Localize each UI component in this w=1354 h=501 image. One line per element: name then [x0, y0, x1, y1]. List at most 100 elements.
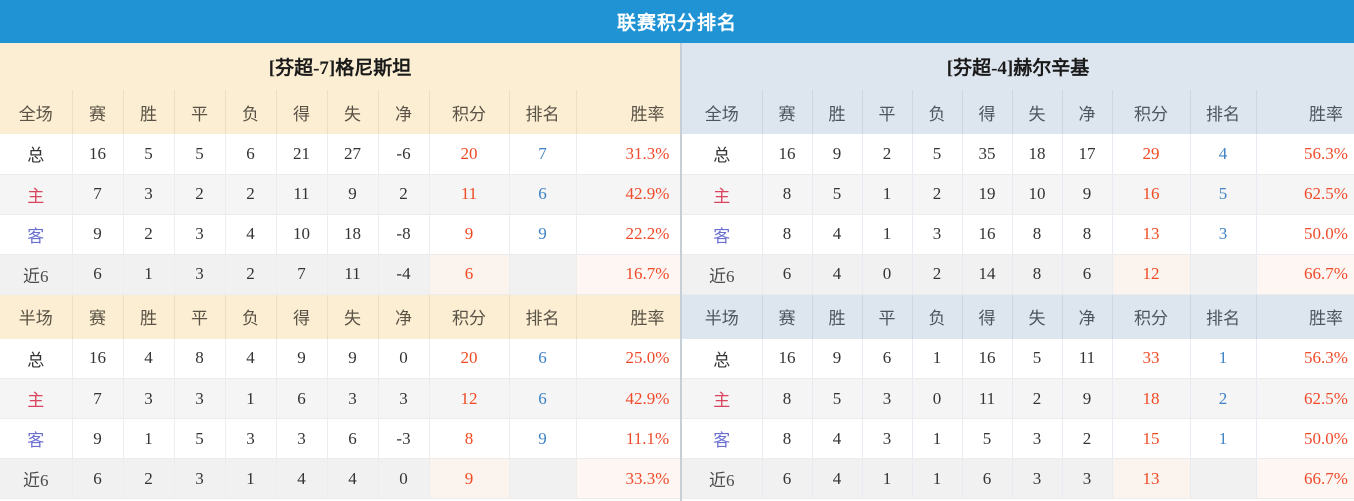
cell-played: 6 [762, 458, 813, 499]
col-played: 赛 [762, 90, 813, 134]
col-goals-for: 得 [276, 90, 328, 134]
row-scope-label: 主 [682, 378, 763, 419]
table-row: 近6 6 1 3 2 7 11 -4 6 16.7% [0, 254, 720, 295]
cell-drawn: 0 [862, 254, 913, 295]
cell-drawn: 6 [862, 338, 913, 379]
cell-won: 4 [123, 338, 175, 379]
col-goals-against: 失 [327, 294, 379, 339]
table-row: 近6 6 2 3 1 4 4 0 9 33.3% [0, 458, 720, 499]
col-goal-diff: 净 [1062, 294, 1113, 339]
cell-goal-diff: 3 [1062, 458, 1113, 499]
cell-lost: 1 [225, 458, 277, 499]
cell-goals-for: 16 [962, 214, 1013, 255]
cell-goal-diff: 3 [378, 378, 430, 419]
col-lost: 负 [912, 90, 963, 134]
cell-goal-diff: 8 [1062, 214, 1113, 255]
col-played: 赛 [72, 294, 124, 339]
cell-goal-diff: 2 [1062, 418, 1113, 459]
col-won: 胜 [123, 90, 175, 134]
cell-points: 9 [429, 458, 510, 499]
table-row: 主 7 3 3 1 6 3 3 12 6 42.9% [0, 378, 720, 419]
cell-played: 16 [72, 134, 124, 175]
cell-points: 16 [1112, 174, 1191, 215]
cell-won: 3 [123, 378, 175, 419]
cell-goals-for: 11 [962, 378, 1013, 419]
cell-points: 20 [429, 338, 510, 379]
cell-drawn: 1 [862, 174, 913, 215]
cell-win-rate: 62.5% [1256, 174, 1354, 215]
cell-drawn: 3 [174, 458, 226, 499]
table-row: 客 8 4 1 3 16 8 8 13 3 50.0% [682, 214, 1354, 255]
cell-rank: 1 [1190, 418, 1257, 459]
cell-points: 33 [1112, 338, 1191, 379]
col-points: 积分 [1112, 294, 1191, 339]
col-goals-against: 失 [1012, 90, 1063, 134]
cell-win-rate: 56.3% [1256, 134, 1354, 175]
cell-goals-against: 11 [327, 254, 379, 295]
cell-lost: 2 [912, 254, 963, 295]
col-drawn: 平 [862, 90, 913, 134]
cell-played: 8 [762, 214, 813, 255]
cell-played: 6 [72, 458, 124, 499]
cell-win-rate: 62.5% [1256, 378, 1354, 419]
cell-points: 6 [429, 254, 510, 295]
column-header-row-right-half: 半场 赛 胜 平 负 得 失 净 积分 排名 胜率 [682, 294, 1354, 339]
cell-goals-against: 8 [1012, 254, 1063, 295]
cell-won: 4 [812, 418, 863, 459]
col-drawn: 平 [862, 294, 913, 339]
cell-goals-for: 7 [276, 254, 328, 295]
cell-lost: 3 [225, 418, 277, 459]
column-header-row-left-full: 全场 赛 胜 平 负 得 失 净 积分 排名 胜率 [0, 90, 720, 134]
cell-points: 13 [1112, 458, 1191, 499]
col-goals-for: 得 [276, 294, 328, 339]
cell-goals-against: 5 [1012, 338, 1063, 379]
cell-lost: 1 [912, 458, 963, 499]
table-row: 总 16 9 2 5 35 18 17 29 4 56.3% [682, 134, 1354, 175]
col-goal-diff: 净 [1062, 90, 1113, 134]
row-scope-label: 客 [0, 418, 73, 459]
column-header-row-right-full: 全场 赛 胜 平 负 得 失 净 积分 排名 胜率 [682, 90, 1354, 134]
cell-goals-for: 3 [276, 418, 328, 459]
cell-goals-for: 4 [276, 458, 328, 499]
cell-goals-against: 3 [327, 378, 379, 419]
cell-win-rate: 50.0% [1256, 418, 1354, 459]
col-goal-diff: 净 [378, 90, 430, 134]
col-played: 赛 [762, 294, 813, 339]
cell-goals-for: 35 [962, 134, 1013, 175]
cell-goals-for: 14 [962, 254, 1013, 295]
table-row: 客 9 2 3 4 10 18 -8 9 9 22.2% [0, 214, 720, 255]
col-goals-for: 得 [962, 90, 1013, 134]
cell-win-rate: 66.7% [1256, 458, 1354, 499]
cell-won: 2 [123, 214, 175, 255]
row-scope-label: 总 [0, 134, 73, 175]
cell-goals-against: 9 [327, 338, 379, 379]
cell-played: 7 [72, 378, 124, 419]
row-scope-label: 主 [682, 174, 763, 215]
cell-won: 4 [812, 458, 863, 499]
cell-lost: 3 [912, 214, 963, 255]
cell-goals-for: 5 [962, 418, 1013, 459]
cell-drawn: 2 [174, 174, 226, 215]
row-scope-label: 客 [682, 214, 763, 255]
cell-goal-diff: -4 [378, 254, 430, 295]
team-panels-container: [芬超-7]格尼斯坦 全场 赛 胜 平 负 得 失 净 积分 排名 [0, 43, 1354, 501]
team-panel-left: [芬超-7]格尼斯坦 全场 赛 胜 平 负 得 失 净 积分 排名 [0, 43, 720, 501]
cell-points: 11 [429, 174, 510, 215]
col-won: 胜 [812, 294, 863, 339]
page-title: 联赛积分排名 [616, 13, 737, 34]
col-points: 积分 [429, 90, 510, 134]
cell-lost: 2 [912, 174, 963, 215]
cell-win-rate: 56.3% [1256, 338, 1354, 379]
cell-goal-diff: 6 [1062, 254, 1113, 295]
team-name-left: [芬超-7]格尼斯坦 [0, 43, 680, 90]
col-lost: 负 [912, 294, 963, 339]
col-lost: 负 [225, 294, 277, 339]
cell-drawn: 5 [174, 134, 226, 175]
row-scope-label: 主 [0, 378, 73, 419]
cell-won: 9 [812, 134, 863, 175]
col-drawn: 平 [174, 90, 226, 134]
cell-lost: 2 [225, 174, 277, 215]
cell-points: 29 [1112, 134, 1191, 175]
table-row: 总 16 5 5 6 21 27 -6 20 7 31.3% [0, 134, 720, 175]
row-scope-label: 近6 [682, 254, 763, 295]
